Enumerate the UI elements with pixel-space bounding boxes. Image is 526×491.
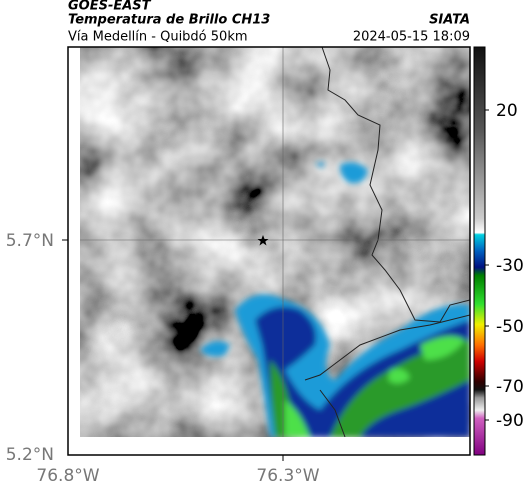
colorbar bbox=[473, 46, 486, 456]
colorbar-label: -50 bbox=[496, 317, 524, 337]
subtitle: Vía Medellín - Quibdó 50km bbox=[68, 30, 248, 45]
lat-label: 5.7°N bbox=[6, 231, 54, 251]
colorbar-label: -30 bbox=[496, 256, 524, 276]
colorbar-label: -70 bbox=[496, 377, 524, 397]
satellite-image bbox=[80, 47, 470, 437]
lon-label: 76.3°W bbox=[256, 466, 319, 486]
agency-label: SIATA bbox=[429, 13, 470, 28]
colorbar-label: -90 bbox=[496, 411, 524, 431]
title: Temperatura de Brillo CH13 bbox=[68, 13, 270, 28]
colorbar-ticks bbox=[485, 109, 489, 421]
source-label: GOES-EAST bbox=[68, 0, 152, 14]
timestamp: 2024-05-15 18:09 bbox=[353, 30, 470, 45]
lon-label: 76.8°W bbox=[36, 466, 99, 486]
lat-label: 5.2°N bbox=[6, 445, 54, 465]
colorbar-label: 20 bbox=[496, 101, 518, 121]
map-frame bbox=[67, 46, 471, 456]
